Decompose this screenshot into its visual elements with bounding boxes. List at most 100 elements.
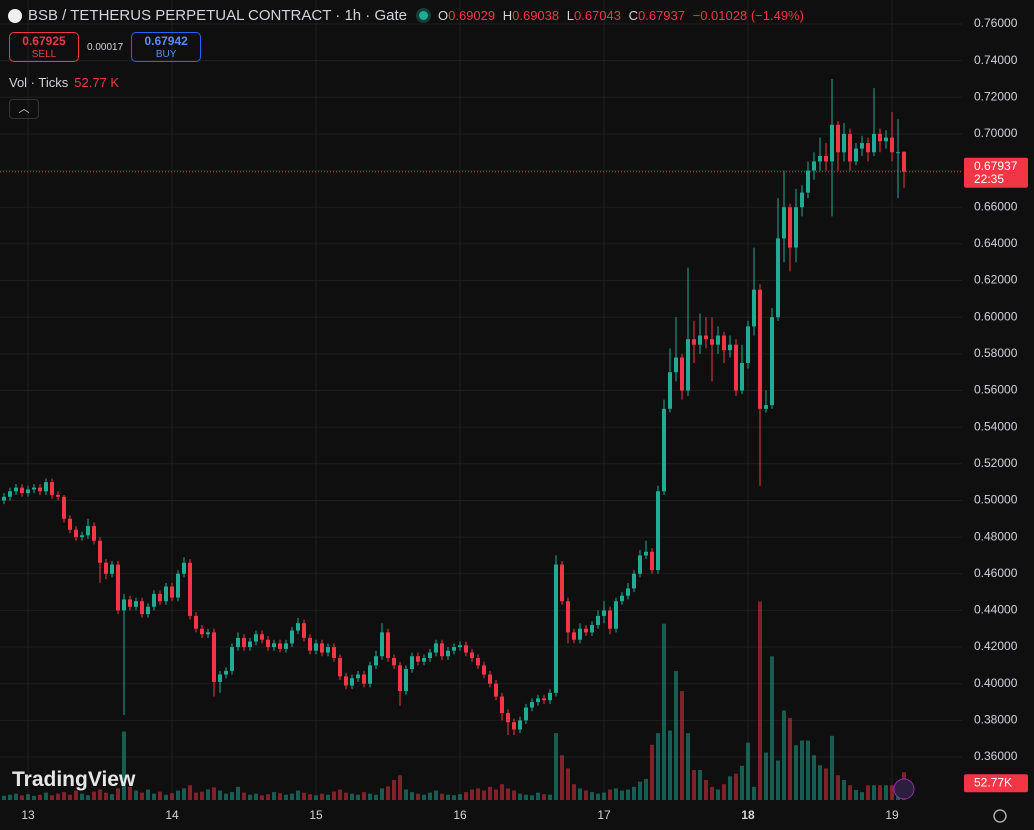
candle-body (308, 637, 312, 651)
x-tick-label: 17 (597, 808, 611, 822)
volume-bar (344, 792, 348, 800)
volume-bar (806, 740, 810, 800)
candle-body (44, 482, 48, 492)
candle-body (290, 630, 294, 644)
volume-bar (428, 792, 432, 800)
candle-body (32, 487, 36, 490)
volume-tag-value: 52.77K (974, 775, 1012, 789)
candle-body (836, 124, 840, 153)
candle-body (170, 586, 174, 598)
candle-body (458, 645, 462, 648)
volume-bar (596, 793, 600, 800)
y-tick-label: 0.56000 (974, 383, 1018, 397)
settings-button[interactable] (993, 809, 1007, 823)
volume-bar (890, 785, 894, 800)
volume-bar (692, 770, 696, 800)
candle-body (2, 496, 6, 501)
volume-bar (386, 786, 390, 800)
volume-bar (284, 794, 288, 800)
volume-bar (296, 790, 300, 800)
candle-body (890, 137, 894, 153)
y-tick-label: 0.74000 (974, 53, 1018, 67)
candle-body (404, 669, 408, 692)
candle-body (8, 491, 12, 497)
candle-body (182, 562, 186, 574)
candle-body (248, 641, 252, 648)
volume-bar (434, 790, 438, 800)
volume-bar (128, 786, 132, 800)
candle-body (62, 496, 66, 519)
volume-value: 52.77 K (74, 75, 120, 90)
volume-bar (860, 792, 864, 800)
candle-body (698, 335, 702, 345)
candle-body (14, 487, 18, 492)
y-tick-label: 0.44000 (974, 603, 1018, 617)
y-tick-label: 0.40000 (974, 676, 1018, 690)
volume-bar (62, 792, 66, 800)
replay-button[interactable] (893, 778, 915, 800)
candle-body (38, 487, 42, 492)
volume-bar (356, 794, 360, 800)
volume-bar (230, 792, 234, 800)
volume-bar (410, 792, 414, 800)
candle-body (446, 650, 450, 657)
candle-body (68, 518, 72, 530)
candle-body (146, 606, 150, 615)
low-value: 0.67043 (573, 8, 621, 23)
volume-bar (26, 794, 30, 800)
candle-body (392, 658, 396, 666)
volume-bar (440, 793, 444, 800)
volume-bar (38, 794, 42, 800)
candle-body (176, 573, 180, 598)
candle-body (704, 335, 708, 340)
candle-body (224, 670, 228, 675)
candle-body (686, 339, 690, 391)
volume-bar (572, 784, 576, 800)
candle-body (632, 573, 636, 589)
candle-body (518, 720, 522, 730)
open-value: 0.69029 (448, 8, 496, 23)
candle-body (722, 335, 726, 351)
volume-bar (44, 792, 48, 800)
symbol-header: BSB / TETHERUS PERPETUAL CONTRACT · 1h ·… (8, 7, 804, 24)
volume-bar (566, 768, 570, 800)
volume-bar (830, 735, 834, 800)
y-tick-label: 0.48000 (974, 529, 1018, 543)
volume-bar (140, 792, 144, 800)
candle-body (212, 632, 216, 682)
sell-button[interactable]: 0.67925 SELL (9, 32, 79, 62)
candle-body (548, 692, 552, 701)
candle-body (428, 652, 432, 659)
ohlc: O0.69029 H0.69038 L0.67043 C0.67937 −0.0… (434, 8, 804, 23)
candle-body (164, 586, 168, 602)
candle-body (728, 344, 732, 351)
candle-body (86, 526, 90, 536)
buy-button[interactable]: 0.67942 BUY (131, 32, 202, 62)
collapse-button[interactable]: ︿ (9, 99, 39, 119)
volume-bar (248, 794, 252, 800)
candle-body (326, 647, 330, 653)
candle-body (104, 562, 108, 574)
volume-bar (884, 785, 888, 800)
candle-body (260, 634, 264, 640)
candle-body (194, 615, 198, 629)
volume-bar (512, 790, 516, 800)
candle-body (92, 526, 96, 541)
candle-body (572, 632, 576, 640)
candle-body (410, 656, 414, 670)
symbol[interactable]: BSB / TETHERUS PERPETUAL CONTRACT · 1h ·… (28, 7, 407, 24)
volume-bar (782, 710, 786, 800)
volume-bar (392, 780, 396, 800)
volume-bar (716, 789, 720, 800)
volume-bar (686, 733, 690, 800)
volume-bar (260, 795, 264, 800)
y-tick-label: 0.50000 (974, 493, 1018, 507)
volume-bar (620, 790, 624, 800)
candle-body (614, 601, 618, 629)
candle-body (434, 643, 438, 653)
volume-bar (416, 793, 420, 800)
volume-bar (752, 786, 756, 800)
volume-bar (50, 795, 54, 800)
candle-body (272, 643, 276, 648)
volume-bar (488, 786, 492, 800)
